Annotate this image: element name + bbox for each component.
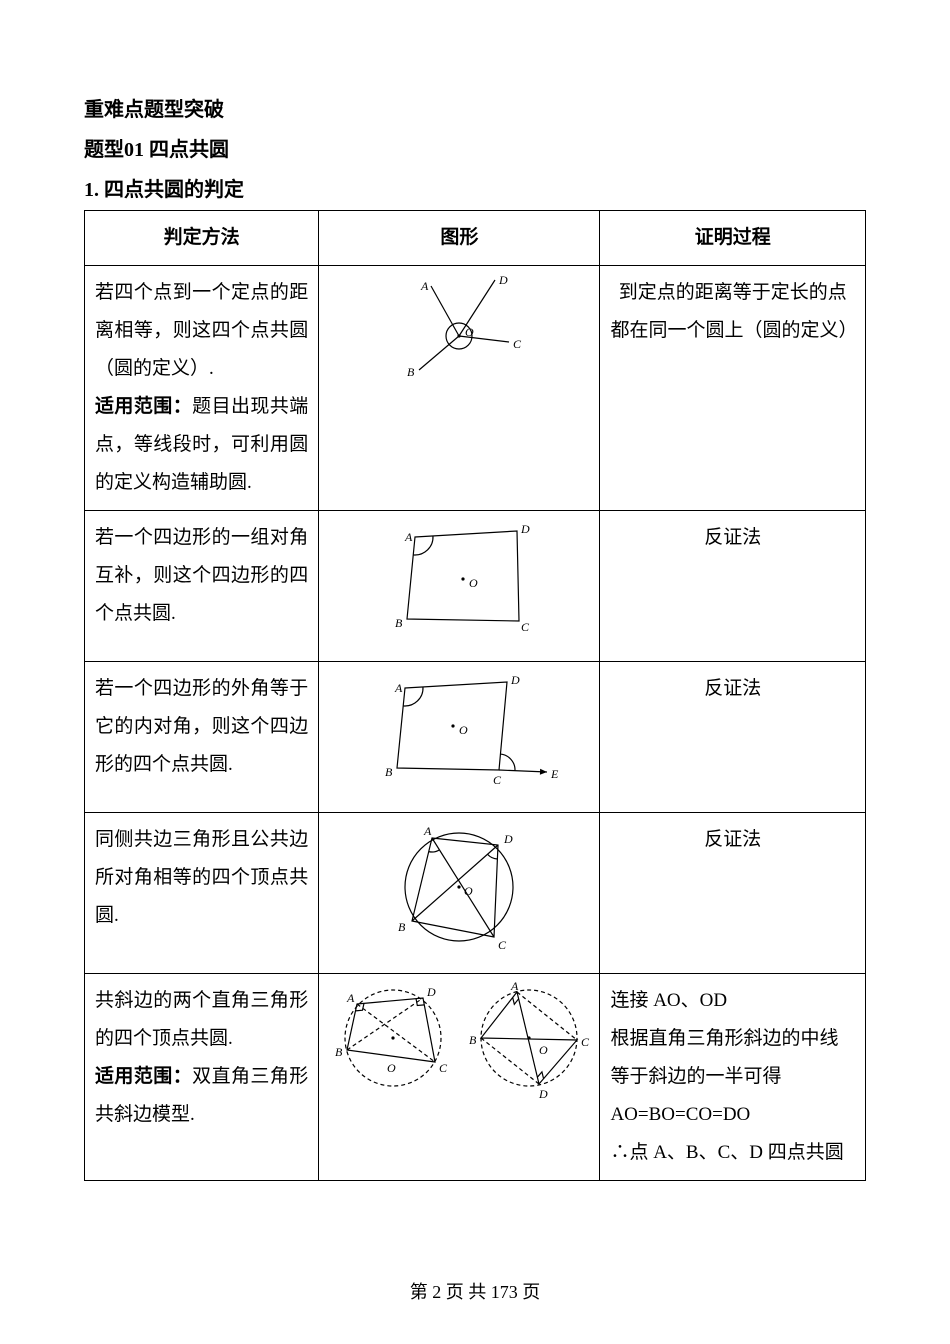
svg-text:O: O [464, 884, 473, 898]
proof-line: AO=BO=CO=DO [610, 1096, 855, 1134]
th-method: 判定方法 [85, 211, 319, 266]
method-body: 若一个四边形的外角等于它的内对角，则这个四边形的四个点共圆. [95, 670, 308, 784]
svg-text:O: O [469, 576, 478, 590]
svg-text:O: O [459, 723, 468, 737]
figure-svg: A D C B O [369, 519, 549, 653]
svg-text:A: A [420, 279, 429, 293]
svg-text:B: B [407, 365, 415, 379]
svg-text:C: C [513, 337, 522, 351]
cell-method: 同侧共边三角形且公共边所对角相等的四个顶点共圆. [85, 813, 319, 974]
svg-text:B: B [395, 616, 403, 630]
svg-text:A: A [423, 824, 432, 838]
method-body: 若一个四边形的一组对角互补，则这个四边形的四个点共圆. [95, 519, 308, 633]
figure-svg: A D C B O [374, 821, 544, 965]
section-title: 四点共圆的判定 [104, 179, 244, 201]
svg-text:A: A [394, 681, 403, 695]
heading-main: 重难点题型突破 [84, 90, 866, 130]
proof-line: ∴点 A、B、C、D 四点共圆 [610, 1134, 855, 1172]
heading-topic: 题型01 四点共圆 [84, 130, 866, 170]
figure-svg: A D C B O A D C B O [329, 982, 599, 1126]
svg-text:B: B [398, 920, 406, 934]
svg-text:D: D [510, 673, 520, 687]
th-proof: 证明过程 [600, 211, 866, 266]
cell-figure: A D C B O A D C B O [319, 974, 600, 1181]
cell-proof: 连接 AO、OD根据直角三角形斜边的中线等于斜边的一半可得AO=BO=CO=DO… [600, 974, 866, 1181]
svg-text:A: A [404, 530, 413, 544]
cell-figure: A D C B O [319, 813, 600, 974]
table-row: 同侧共边三角形且公共边所对角相等的四个顶点共圆. A D C B O 反证法 [85, 813, 866, 974]
th-figure: 图形 [319, 211, 600, 266]
method-apply: 适用范围：双直角三角形共斜边模型. [95, 1058, 308, 1134]
method-body: 同侧共边三角形且公共边所对角相等的四个顶点共圆. [95, 821, 308, 935]
proof-line: 连接 AO、OD [610, 982, 855, 1020]
svg-text:D: D [538, 1087, 548, 1101]
cell-method: 若一个四边形的一组对角互补，则这个四边形的四个点共圆. [85, 511, 319, 662]
svg-text:B: B [385, 765, 393, 779]
methods-table: 判定方法 图形 证明过程 若四个点到一个定点的距离相等，则这四个点共圆（圆的定义… [84, 210, 866, 1181]
cell-proof: 到定点的距离等于定长的点都在同一个圆上（圆的定义） [600, 266, 866, 511]
svg-text:B: B [335, 1045, 343, 1059]
proof-line: 根据直角三角形斜边的中线等于斜边的一半可得 [610, 1020, 855, 1096]
page-footer: 第 2 页 共 173 页 [0, 1278, 950, 1304]
cell-proof: 反证法 [600, 662, 866, 813]
table-body: 若四个点到一个定点的距离相等，则这四个点共圆（圆的定义）.适用范围：题目出现共端… [85, 266, 866, 1181]
svg-text:O: O [465, 325, 474, 339]
cell-method: 共斜边的两个直角三角形的四个顶点共圆.适用范围：双直角三角形共斜边模型. [85, 974, 319, 1181]
table-row: 若一个四边形的外角等于它的内对角，则这个四边形的四个点共圆. A D C B O E 反证法 [85, 662, 866, 813]
cell-figure: A D C B O [319, 266, 600, 511]
table-row: 若四个点到一个定点的距离相等，则这四个点共圆（圆的定义）.适用范围：题目出现共端… [85, 266, 866, 511]
svg-text:C: C [521, 620, 530, 634]
svg-text:D: D [426, 985, 436, 999]
table-row: 若一个四边形的一组对角互补，则这个四边形的四个点共圆. A D C B O 反证法 [85, 511, 866, 662]
cell-proof: 反证法 [600, 511, 866, 662]
cell-figure: A D C B O E [319, 662, 600, 813]
svg-text:A: A [346, 991, 355, 1005]
heading-section: 1. 四点共圆的判定 [84, 170, 866, 210]
cell-figure: A D C B O [319, 511, 600, 662]
table-header-row: 判定方法 图形 证明过程 [85, 211, 866, 266]
table-row: 共斜边的两个直角三角形的四个顶点共圆.适用范围：双直角三角形共斜边模型. A D C B… [85, 974, 866, 1181]
apply-label: 适用范围： [95, 1066, 192, 1087]
svg-text:D: D [503, 832, 513, 846]
svg-text:D: D [498, 274, 508, 287]
svg-text:A: A [510, 982, 519, 993]
figure-svg: A D C B O E [359, 670, 559, 804]
figure-svg: A D C B O [379, 274, 539, 408]
svg-text:C: C [439, 1061, 448, 1075]
svg-text:O: O [539, 1043, 548, 1057]
apply-label: 适用范围： [95, 396, 192, 417]
svg-text:D: D [520, 522, 530, 536]
svg-text:B: B [469, 1033, 477, 1047]
svg-text:C: C [493, 773, 502, 787]
method-body: 共斜边的两个直角三角形的四个顶点共圆. [95, 982, 308, 1058]
method-apply: 适用范围：题目出现共端点，等线段时，可利用圆的定义构造辅助圆. [95, 388, 308, 502]
method-body: 若四个点到一个定点的距离相等，则这四个点共圆（圆的定义）. [95, 274, 308, 388]
svg-text:O: O [387, 1061, 396, 1075]
cell-proof: 反证法 [600, 813, 866, 974]
section-number: 1. [84, 179, 99, 201]
cell-method: 若一个四边形的外角等于它的内对角，则这个四边形的四个点共圆. [85, 662, 319, 813]
cell-method: 若四个点到一个定点的距离相等，则这四个点共圆（圆的定义）.适用范围：题目出现共端… [85, 266, 319, 511]
svg-text:C: C [581, 1035, 590, 1049]
svg-text:E: E [550, 767, 559, 781]
svg-text:C: C [498, 938, 507, 951]
